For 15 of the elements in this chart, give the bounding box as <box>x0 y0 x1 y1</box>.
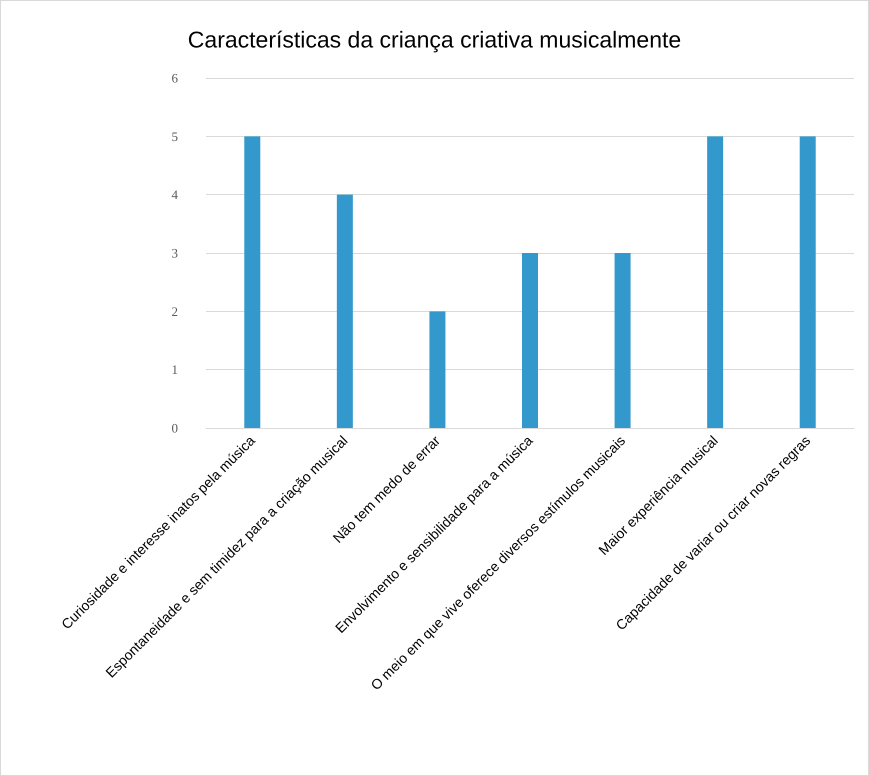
y-tick-label: 6 <box>172 70 178 86</box>
y-tick-label: 2 <box>172 304 178 319</box>
y-tick-label: 0 <box>172 420 178 436</box>
y-tick-label: 3 <box>172 246 178 260</box>
bar <box>429 311 446 428</box>
y-tick-label: 1 <box>172 362 178 378</box>
bar <box>614 253 631 428</box>
bar <box>244 136 260 428</box>
bar <box>522 253 538 428</box>
y-tick-label: 4 <box>172 187 178 202</box>
bar <box>336 194 353 428</box>
chart-title: Características da criança criativa musicalmente <box>188 26 682 52</box>
bar <box>707 136 724 428</box>
bar <box>800 136 816 428</box>
y-tick-label: 5 <box>172 128 178 144</box>
